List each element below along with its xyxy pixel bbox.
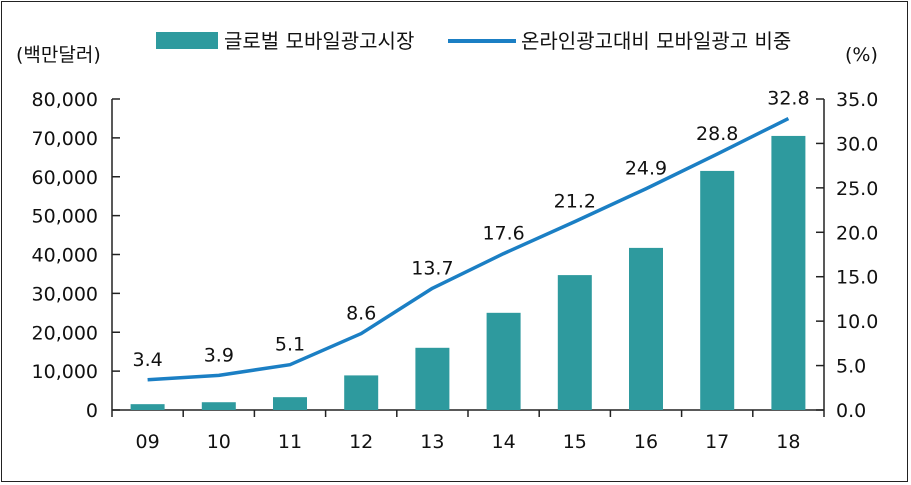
left-tick-label: 30,000 <box>32 283 98 305</box>
left-tick-label: 40,000 <box>32 245 98 267</box>
left-tick-label: 70,000 <box>32 128 98 150</box>
right-tick-label: 15.0 <box>836 267 878 289</box>
line-value-label: 5.1 <box>275 334 305 356</box>
bar <box>201 402 236 410</box>
x-tick-label: 18 <box>776 431 800 453</box>
left-tick-label: 60,000 <box>32 167 98 189</box>
right-tick-label: 10.0 <box>836 311 878 333</box>
line-value-labels: 3.4 3.9 5.1 8.6 13.7 17.6 21.2 24.9 28.8 32.8 <box>132 88 809 371</box>
line-path <box>147 116 790 382</box>
legend-line-label: 온라인광고대비 모바일광고 비중 <box>521 29 791 53</box>
left-tick-label: 20,000 <box>32 322 98 344</box>
right-unit-label: (%) <box>845 44 878 66</box>
legend-bar-swatch <box>156 32 218 49</box>
x-axis-ticks: 09 10 11 12 13 14 15 16 17 18 <box>111 410 825 453</box>
left-axis-ticks: 0 10,000 20,000 30,000 40,000 50,000 60,000 70,… <box>32 89 120 422</box>
bar <box>273 397 307 410</box>
bar <box>344 375 379 410</box>
x-tick-label: 11 <box>278 431 302 453</box>
right-axis-ticks: 0.0 5.0 10.0 15.0 20.0 25.0 30.0 35.0 <box>816 89 878 422</box>
line-value-label: 17.6 <box>482 223 524 245</box>
line-value-label: 32.8 <box>767 88 809 110</box>
line-value-label: 28.8 <box>696 123 738 145</box>
left-tick-label: 10,000 <box>32 361 98 383</box>
left-tick-label: 50,000 <box>32 206 98 228</box>
line-series <box>147 116 790 382</box>
x-tick-label: 09 <box>136 431 160 453</box>
bar <box>130 404 165 410</box>
bar <box>415 347 450 410</box>
right-tick-label: 30.0 <box>836 133 878 155</box>
line-value-label: 24.9 <box>625 158 667 180</box>
x-tick-label: 17 <box>705 431 729 453</box>
left-unit-label: (백만달러) <box>16 44 101 66</box>
x-tick-label: 16 <box>634 431 658 453</box>
x-tick-label: 10 <box>207 431 231 453</box>
line-value-label: 21.2 <box>554 191 596 213</box>
right-tick-label: 20.0 <box>836 222 878 244</box>
bar-series <box>130 135 806 410</box>
line-value-label: 3.4 <box>132 349 162 371</box>
line-value-label: 13.7 <box>411 257 453 279</box>
bar <box>486 312 521 410</box>
bar <box>629 247 663 410</box>
x-tick-label: 13 <box>420 431 444 453</box>
right-tick-label: 35.0 <box>836 89 878 111</box>
legend-bar-label: 글로벌 모바일광고시장 <box>224 29 414 53</box>
left-tick-label: 0 <box>86 400 98 422</box>
legend: 글로벌 모바일광고시장 온라인광고대비 모바일광고 비중 <box>156 29 791 53</box>
x-tick-label: 15 <box>563 431 587 453</box>
line-value-label: 8.6 <box>346 303 376 325</box>
x-tick-label: 14 <box>492 431 516 453</box>
bar <box>557 275 592 410</box>
bar <box>700 170 735 410</box>
left-tick-label: 80,000 <box>32 89 98 111</box>
x-tick-label: 12 <box>349 431 373 453</box>
right-tick-label: 0.0 <box>836 400 866 422</box>
right-tick-label: 5.0 <box>836 356 866 378</box>
bar <box>771 135 806 410</box>
right-tick-label: 25.0 <box>836 178 878 200</box>
line-value-label: 3.9 <box>204 344 234 366</box>
